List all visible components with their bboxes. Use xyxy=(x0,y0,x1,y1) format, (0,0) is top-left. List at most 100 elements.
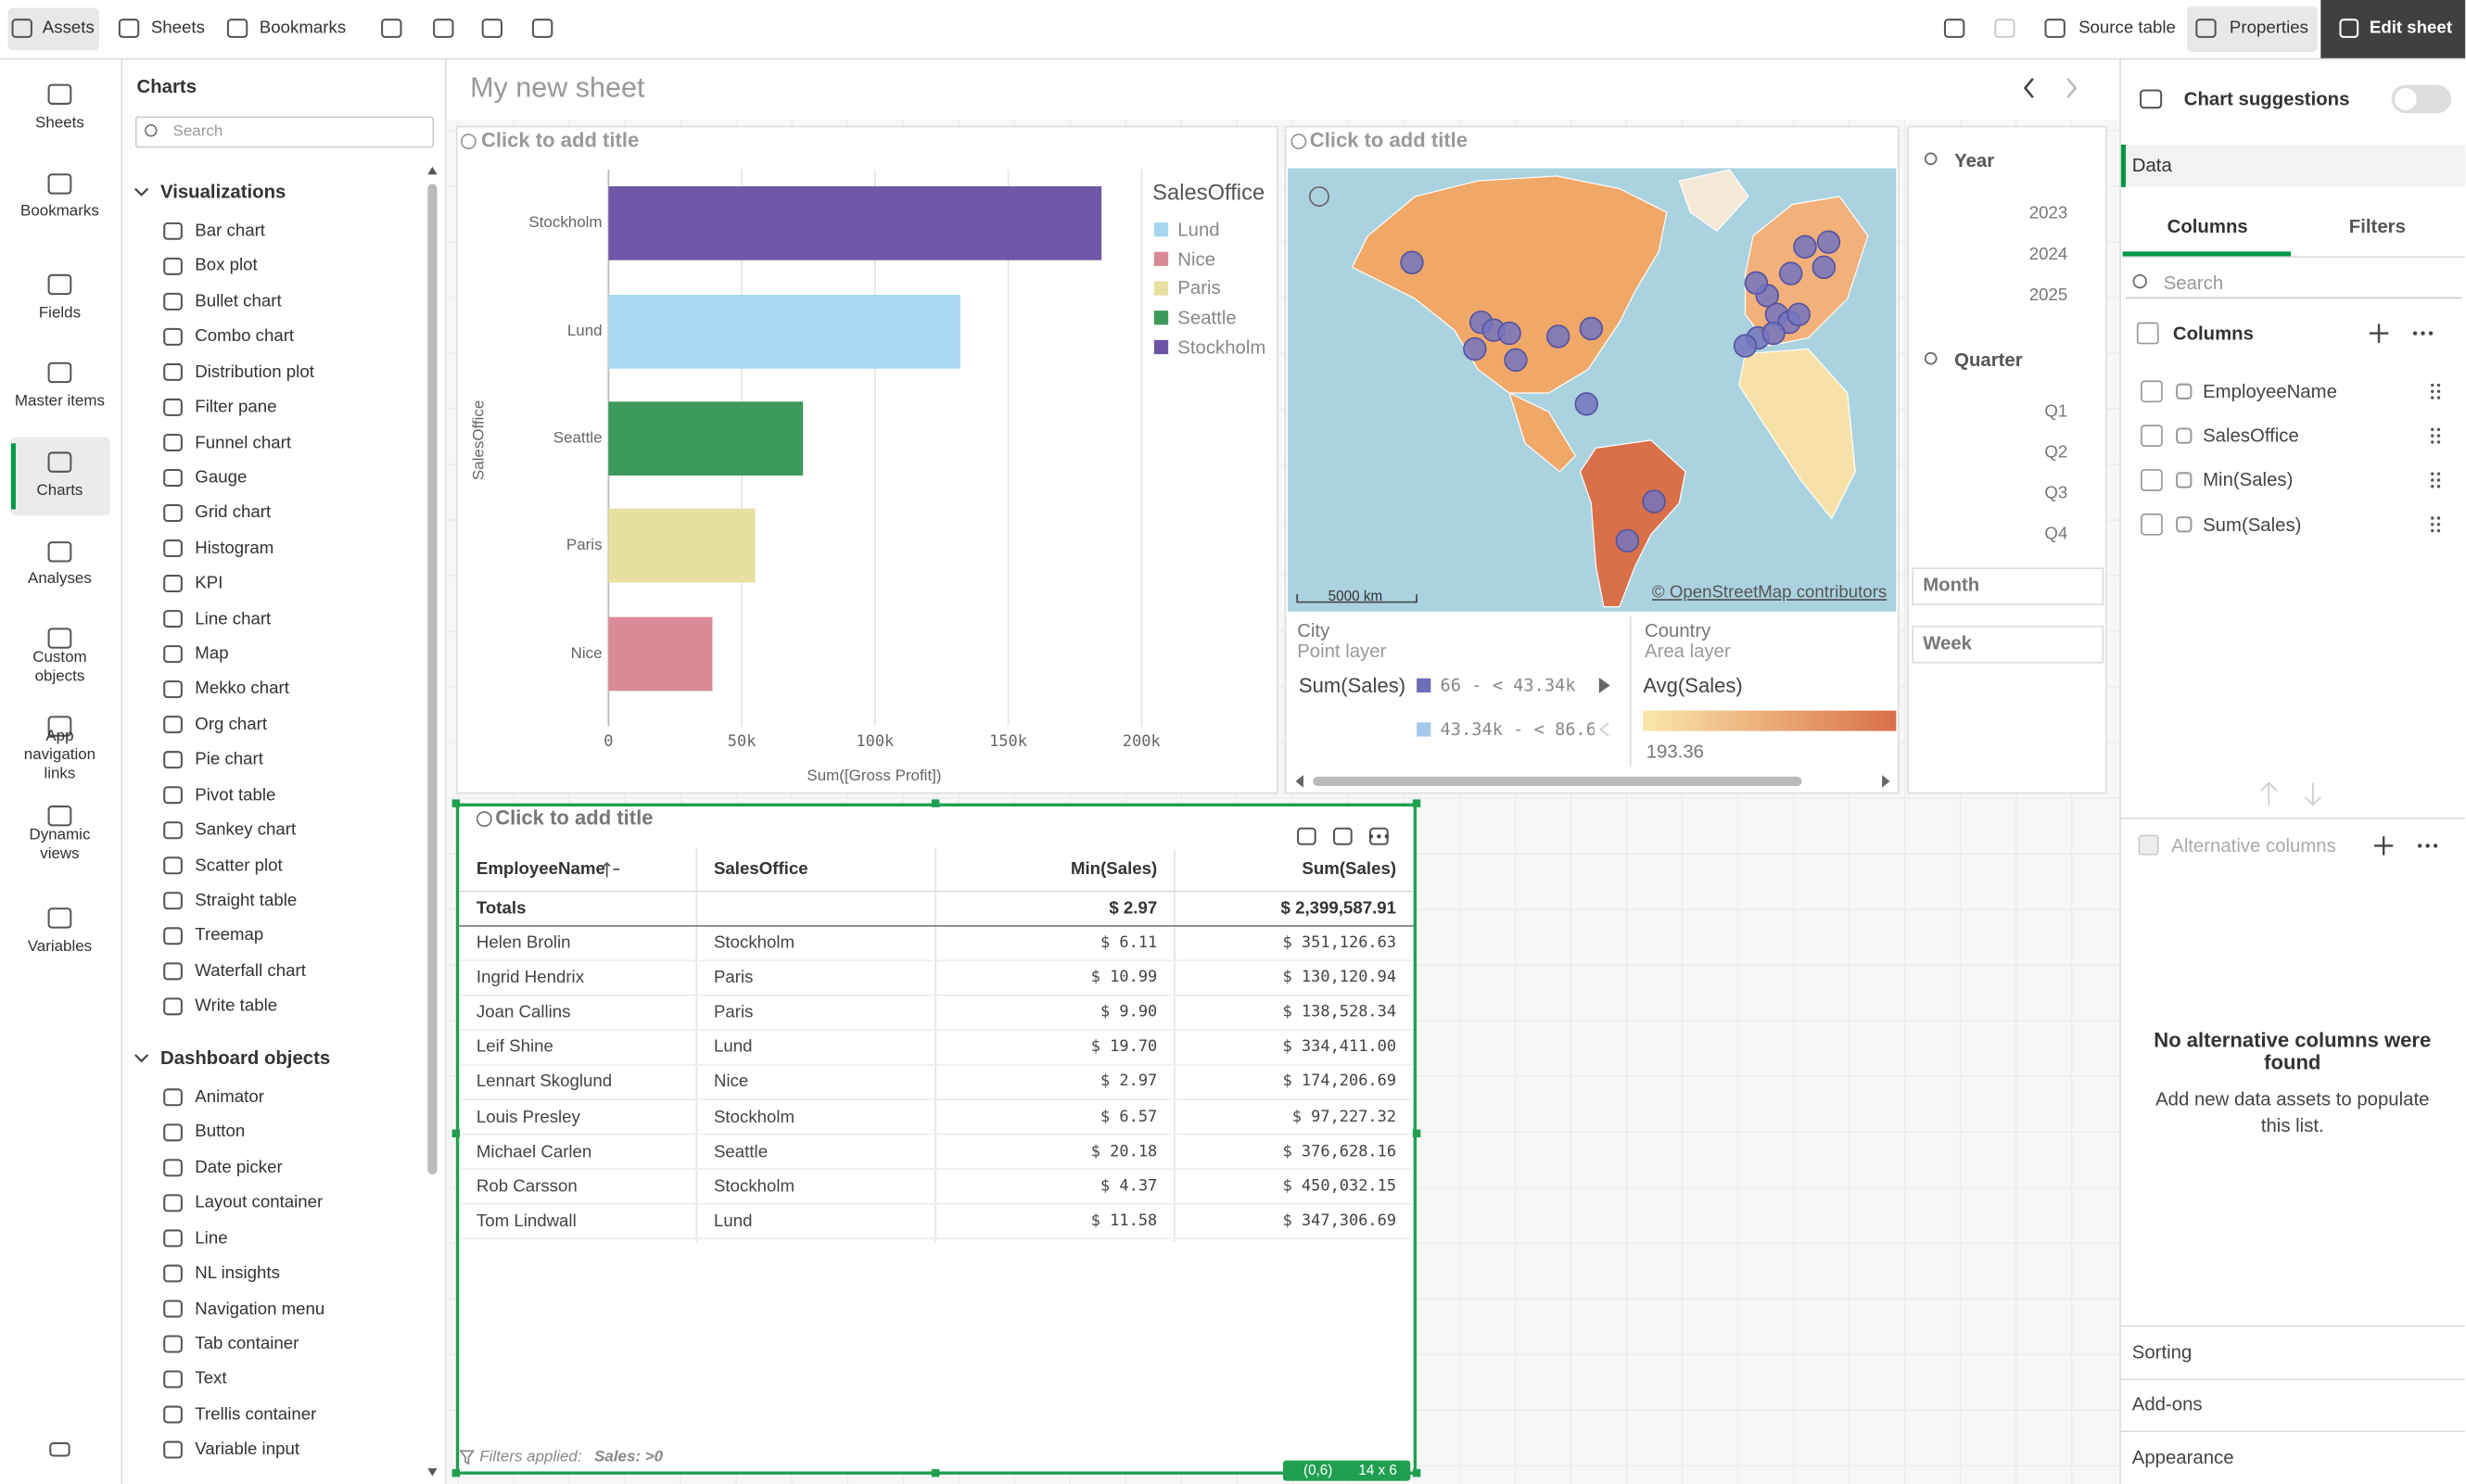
table-panel[interactable] xyxy=(455,803,1417,1475)
nav-item[interactable]: Dynamic views xyxy=(29,827,91,864)
asset-item[interactable]: Bar chart xyxy=(195,222,266,241)
x-tick-label: 200k xyxy=(1122,733,1161,751)
filter-title[interactable]: Quarter xyxy=(1954,349,2023,372)
section-header[interactable]: Appearance xyxy=(2131,1446,2234,1469)
asset-item[interactable]: Pivot table xyxy=(195,785,276,805)
asset-item[interactable]: Tab container xyxy=(195,1334,299,1354)
filter-value[interactable]: 2023 xyxy=(2028,204,2068,223)
asset-item[interactable]: Line chart xyxy=(195,609,272,628)
toolbar-button[interactable]: Bookmarks xyxy=(259,19,347,38)
nav-item[interactable]: Master items xyxy=(14,393,105,411)
icon xyxy=(2195,19,2217,38)
column-header[interactable]: EmployeeName xyxy=(476,859,605,880)
resize-handle xyxy=(1412,799,1421,807)
asset-item[interactable]: KPI xyxy=(195,574,223,593)
asset-item[interactable]: Pie chart xyxy=(195,750,263,769)
filter-value[interactable]: 2024 xyxy=(2028,245,2068,264)
asset-item[interactable]: Mekko chart xyxy=(195,679,289,699)
asset-item[interactable]: Waterfall chart xyxy=(195,961,306,981)
filter-title[interactable]: Year xyxy=(1954,149,1995,171)
asset-item[interactable]: Funnel chart xyxy=(195,433,292,452)
asset-item[interactable]: Histogram xyxy=(195,539,274,558)
toolbar-button[interactable]: Sheets xyxy=(150,19,205,38)
search-placeholder[interactable]: Search xyxy=(172,123,223,141)
empty-text: Add new data assets to populate this lis… xyxy=(2155,1087,2430,1137)
filter-pane-panel[interactable] xyxy=(1907,125,2107,794)
filter-value[interactable]: Q1 xyxy=(2044,402,2068,422)
nav-item[interactable]: Fields xyxy=(38,305,82,323)
asset-item[interactable]: Scatter plot xyxy=(195,856,283,875)
column-header[interactable]: Sum(Sales) xyxy=(1302,859,1397,880)
asset-item[interactable]: Box plot xyxy=(195,257,258,276)
right-search[interactable] xyxy=(2125,267,2462,299)
asset-item[interactable]: Treemap xyxy=(195,926,264,945)
assets-button[interactable] xyxy=(7,7,99,51)
filter-title[interactable]: Month xyxy=(1923,574,1980,596)
asset-item[interactable]: Bullet chart xyxy=(195,292,282,311)
asset-item[interactable]: Map xyxy=(195,644,229,664)
nav-item[interactable]: Charts xyxy=(36,482,83,501)
asset-item[interactable]: Layout container xyxy=(195,1193,324,1213)
nav-item[interactable]: Variables xyxy=(27,938,93,957)
checkbox[interactable] xyxy=(2136,322,2159,345)
nav-item[interactable]: Sheets xyxy=(35,114,84,133)
properties-button[interactable] xyxy=(2187,6,2318,52)
asset-item[interactable]: Gauge xyxy=(195,468,248,488)
column-item[interactable]: SalesOffice xyxy=(2203,425,2299,447)
asset-item[interactable]: Combo chart xyxy=(195,327,295,347)
icon xyxy=(433,19,454,38)
month-listbox[interactable] xyxy=(1912,567,2104,605)
asset-item[interactable]: Grid chart xyxy=(195,503,272,523)
filter-value[interactable]: Q2 xyxy=(2044,443,2068,463)
section-header[interactable]: Sorting xyxy=(2131,1340,2193,1364)
tab[interactable]: Columns xyxy=(2167,215,2248,238)
column-item[interactable]: Sum(Sales) xyxy=(2203,513,2302,536)
section-header[interactable]: Add-ons xyxy=(2131,1392,2203,1415)
asset-item[interactable]: Distribution plot xyxy=(195,362,314,382)
toolbar-button[interactable]: Properties xyxy=(2229,19,2308,38)
asset-item[interactable]: Variable input xyxy=(195,1440,300,1460)
asset-item[interactable]: Filter pane xyxy=(195,398,277,417)
edit-sheet-button[interactable] xyxy=(2320,0,2466,58)
asset-item[interactable]: Trellis container xyxy=(195,1404,317,1425)
filter-value[interactable]: 2025 xyxy=(2028,285,2068,305)
asset-item[interactable]: Write table xyxy=(195,996,278,1017)
asset-item[interactable]: Navigation menu xyxy=(195,1299,325,1319)
asset-item[interactable]: Sankey chart xyxy=(195,820,297,840)
toolbar-button[interactable]: Edit sheet xyxy=(2369,19,2453,38)
nav-item[interactable]: Analyses xyxy=(28,570,92,589)
column-header[interactable]: Min(Sales) xyxy=(1070,859,1158,880)
filter-value[interactable]: Q4 xyxy=(2044,524,2068,544)
column-item[interactable]: Min(Sales) xyxy=(2203,469,2294,491)
toolbar-button[interactable]: Assets xyxy=(42,19,95,38)
column-item[interactable]: EmployeeName xyxy=(2203,380,2337,403)
asset-item[interactable]: Animator xyxy=(195,1087,264,1107)
asset-item[interactable]: Date picker xyxy=(195,1158,283,1178)
asset-item[interactable]: NL insights xyxy=(195,1263,280,1284)
asset-item[interactable]: Text xyxy=(195,1369,227,1389)
column-header[interactable]: SalesOffice xyxy=(713,859,808,880)
drag-dot xyxy=(2431,485,2434,488)
filter-value[interactable]: Q3 xyxy=(2044,484,2068,503)
asset-item[interactable]: Straight table xyxy=(195,891,298,910)
section-header[interactable]: Dashboard objects xyxy=(159,1046,331,1070)
search-placeholder[interactable]: Search xyxy=(2163,272,2224,295)
nav-item[interactable]: Bookmarks xyxy=(20,202,99,221)
search-box[interactable] xyxy=(134,116,435,148)
week-listbox[interactable] xyxy=(1912,626,2104,664)
chart-title[interactable]: Click to add title xyxy=(1309,128,1468,152)
data-tab[interactable]: Data xyxy=(2131,154,2172,176)
legend-swatch xyxy=(1153,311,1169,325)
asset-item[interactable]: Line xyxy=(195,1228,228,1249)
nav-item[interactable]: App navigation links xyxy=(23,728,96,783)
asset-item[interactable]: Button xyxy=(195,1123,246,1142)
asset-item[interactable]: Org chart xyxy=(195,715,268,734)
chart-title[interactable]: Click to add title xyxy=(480,128,640,152)
toolbar-button[interactable]: Source table xyxy=(2078,19,2176,38)
data-row[interactable] xyxy=(2120,145,2466,187)
tab[interactable]: Filters xyxy=(2348,215,2406,238)
table-title[interactable]: Click to add title xyxy=(495,805,654,830)
nav-item[interactable]: Custom objects xyxy=(32,649,87,686)
section-header[interactable]: Visualizations xyxy=(159,181,286,203)
filter-title[interactable]: Week xyxy=(1923,631,1973,654)
